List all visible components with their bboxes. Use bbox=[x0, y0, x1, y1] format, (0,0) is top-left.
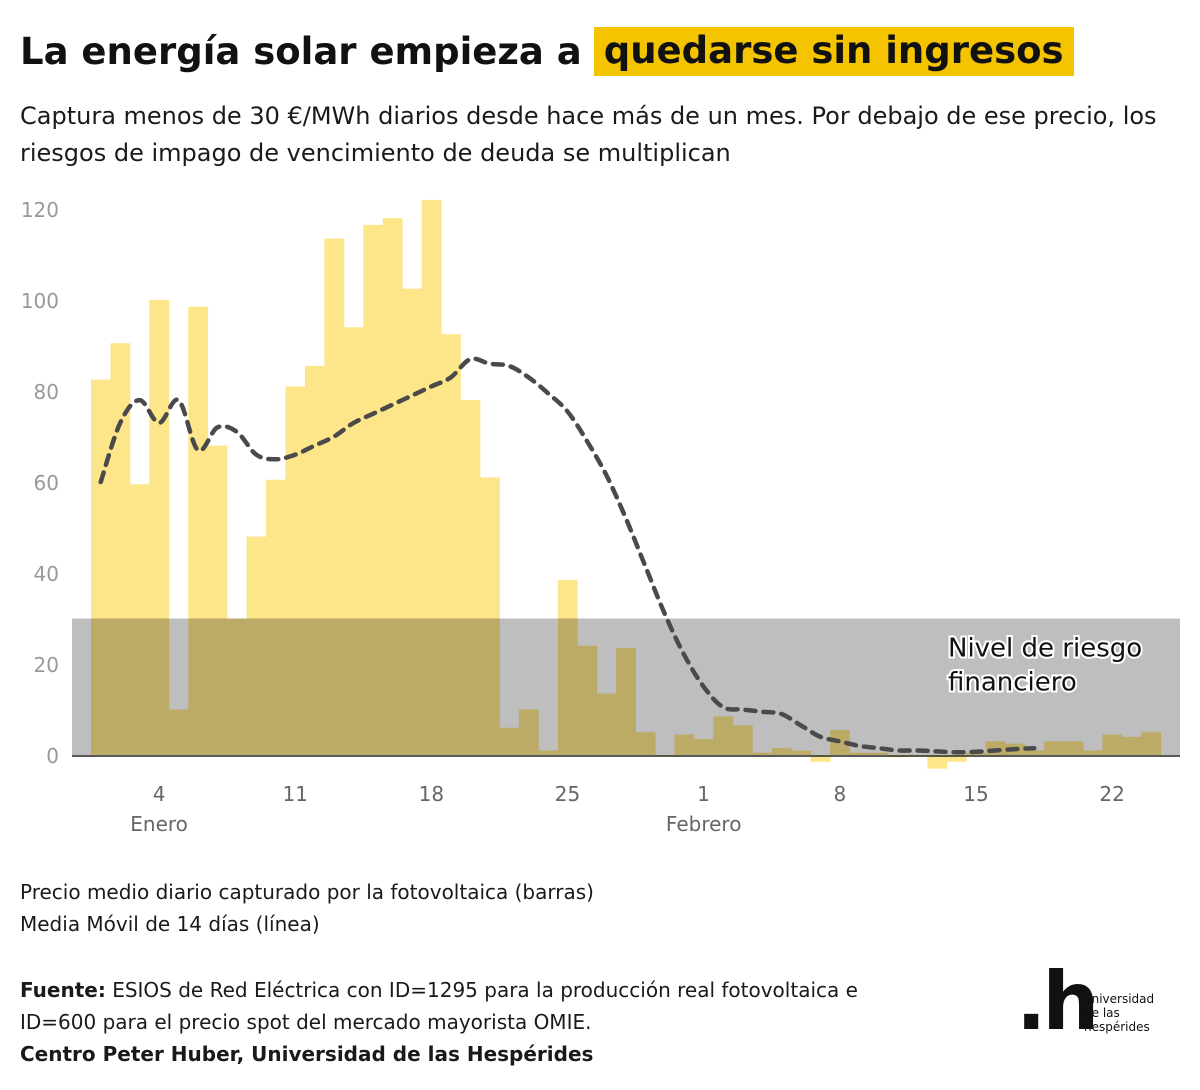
y-tick-label: 100 bbox=[21, 289, 59, 313]
moving-average-line bbox=[98, 356, 1037, 755]
logo-text-line: de las bbox=[1084, 1006, 1120, 1020]
y-tick-label: 20 bbox=[34, 653, 59, 677]
x-tick-label: 1 bbox=[697, 782, 710, 806]
risk-band-label: financiero bbox=[948, 668, 1077, 698]
source-note: Fuente: ESIOS de Red Eléctrica con ID=12… bbox=[20, 974, 940, 1070]
chart-title-highlight: quedarse sin ingresos bbox=[593, 26, 1074, 76]
title-row: La energía solar empieza a quedarse sin … bbox=[20, 16, 1074, 86]
chart-subtitle: Captura menos de 30 €/MWh diarios desde … bbox=[20, 102, 1157, 167]
y-tick-label: 60 bbox=[34, 471, 59, 495]
bar bbox=[810, 755, 831, 762]
university-logo: .h universidad de las hespérides bbox=[1016, 962, 1176, 1042]
y-tick-label: 80 bbox=[34, 380, 59, 404]
risk-band bbox=[72, 618, 1180, 755]
y-tick-label: 0 bbox=[46, 744, 59, 768]
bar bbox=[421, 199, 442, 755]
bar bbox=[946, 755, 967, 762]
x-month-label: Febrero bbox=[666, 812, 742, 836]
x-tick-label: 11 bbox=[282, 782, 307, 806]
source-text-block: Fuente: ESIOS de Red Eléctrica con ID=12… bbox=[20, 974, 940, 1038]
y-tick-label: 40 bbox=[34, 562, 59, 586]
legend-bars-text: Precio medio diario capturado por la fot… bbox=[20, 880, 594, 904]
legend-line-text: Media Móvil de 14 días (línea) bbox=[20, 912, 320, 936]
x-tick-label: 15 bbox=[963, 782, 988, 806]
x-tick-label: 4 bbox=[153, 782, 166, 806]
chart-title: La energía solar empieza a bbox=[20, 29, 582, 73]
x-tick-label: 25 bbox=[555, 782, 580, 806]
x-tick-label: 8 bbox=[833, 782, 846, 806]
x-tick-label: 22 bbox=[1099, 782, 1124, 806]
source-label: Fuente: bbox=[20, 978, 106, 1002]
y-tick-label: 120 bbox=[21, 198, 59, 222]
logo-text-line: universidad bbox=[1084, 992, 1155, 1006]
x-month-label: Enero bbox=[130, 812, 188, 836]
source-text: ESIOS de Red Eléctrica con ID=1295 para … bbox=[20, 978, 858, 1034]
bar bbox=[927, 755, 948, 769]
risk-band-label: Nivel de riesgo bbox=[948, 634, 1142, 664]
logo-text: universidad de las hespérides bbox=[1084, 992, 1154, 1034]
logo-mark: .h bbox=[1016, 955, 1099, 1048]
logo-text-line: hespérides bbox=[1084, 1020, 1150, 1034]
x-tick-label: 18 bbox=[419, 782, 444, 806]
legend: Precio medio diario capturado por la fot… bbox=[20, 876, 594, 940]
solar-price-chart: Nivel de riesgo financiero 0 20 40 60 80 100 120… bbox=[21, 198, 1180, 836]
source-credit: Centro Peter Huber, Universidad de las H… bbox=[20, 1042, 594, 1066]
